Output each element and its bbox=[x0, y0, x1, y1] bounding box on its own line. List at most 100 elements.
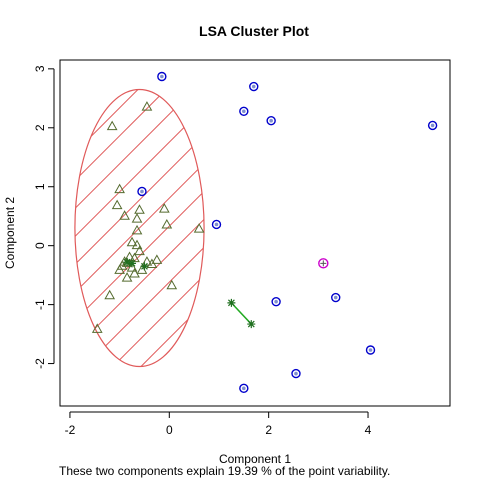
cluster1-point bbox=[141, 256, 153, 266]
cluster1-point bbox=[141, 101, 153, 111]
cluster2-point bbox=[266, 116, 276, 126]
cluster1-point bbox=[104, 289, 116, 300]
y-tick-label: 1 bbox=[33, 183, 47, 190]
cluster1-point bbox=[161, 219, 173, 229]
cluster2-point bbox=[365, 345, 376, 355]
cluster2-point-center bbox=[368, 348, 373, 352]
cluster2-point-center bbox=[294, 371, 298, 376]
y-tick-label: 3 bbox=[33, 65, 47, 72]
cluster1-point bbox=[114, 264, 125, 274]
cluster1-point bbox=[121, 272, 133, 282]
cluster1-point bbox=[166, 279, 178, 290]
cluster2-point bbox=[239, 383, 249, 394]
y-axis-label: Component 2 bbox=[3, 197, 17, 269]
cluster1-star bbox=[140, 262, 149, 271]
hatch-line bbox=[74, 89, 205, 367]
cluster1-point bbox=[126, 262, 138, 272]
hatch-line bbox=[455, 0, 480, 480]
cluster1-point bbox=[119, 210, 130, 220]
cluster2-point-center bbox=[214, 222, 219, 227]
cluster1-point bbox=[114, 183, 125, 194]
hatch-line bbox=[343, 0, 480, 480]
hatch-line bbox=[147, 89, 205, 367]
cluster1-point bbox=[129, 267, 140, 278]
cluster-outline bbox=[74, 88, 205, 368]
chart-title: LSA Cluster Plot bbox=[199, 23, 309, 39]
cluster2-point-center bbox=[242, 386, 246, 391]
y-tick-label: -2 bbox=[33, 358, 47, 369]
hatch-line bbox=[74, 89, 132, 367]
hatch-line bbox=[74, 89, 205, 367]
hatch-line bbox=[74, 89, 205, 367]
y-tick-label: -1 bbox=[33, 299, 47, 310]
cluster1-point bbox=[111, 199, 123, 210]
cluster1-point bbox=[134, 245, 145, 256]
cluster2-point bbox=[249, 81, 259, 92]
cluster2-point-center bbox=[333, 295, 338, 300]
hatch-line bbox=[91, 89, 205, 367]
cluster4-star bbox=[247, 320, 256, 329]
hatch-line bbox=[287, 0, 480, 480]
y-tick-label: 0 bbox=[33, 242, 47, 249]
cluster1-point bbox=[158, 203, 170, 213]
x-tick-label: 2 bbox=[265, 423, 272, 437]
cluster1-point bbox=[91, 323, 103, 333]
hatch-line bbox=[74, 89, 205, 367]
hatch-line bbox=[74, 89, 205, 367]
cluster1-point bbox=[134, 204, 145, 214]
x-tick-label: 0 bbox=[166, 423, 173, 437]
cluster1-point bbox=[151, 254, 163, 264]
x-tick-label: 4 bbox=[365, 423, 372, 437]
cluster2-point bbox=[239, 106, 249, 116]
hatch-line bbox=[119, 89, 205, 367]
x-axis-label: Component 1 bbox=[219, 452, 291, 466]
cluster2-point-center bbox=[430, 123, 435, 128]
hatch-line bbox=[74, 89, 205, 367]
cluster2-point-center bbox=[160, 74, 164, 79]
cluster1-point bbox=[131, 213, 143, 223]
hatch-line bbox=[74, 89, 205, 367]
hatch-line bbox=[231, 0, 480, 480]
cluster1-point bbox=[193, 223, 205, 233]
cluster2-point-center bbox=[274, 299, 278, 304]
cluster1-point bbox=[131, 239, 143, 250]
hatch-line bbox=[315, 0, 480, 480]
cluster4-star bbox=[227, 298, 236, 307]
hatch-line bbox=[399, 0, 480, 480]
cluster1-point bbox=[106, 120, 118, 131]
hatch-line bbox=[74, 89, 188, 367]
cluster1-star bbox=[123, 258, 132, 267]
hatch-line bbox=[74, 89, 160, 367]
cluster2-point-center bbox=[269, 118, 273, 123]
cluster2-point bbox=[331, 292, 341, 303]
plot-frame bbox=[59, 59, 451, 407]
cluster3-point-center bbox=[320, 260, 327, 267]
cluster2-point bbox=[427, 120, 438, 131]
x-tick-label: -2 bbox=[65, 423, 76, 437]
y-tick-label: 2 bbox=[33, 124, 47, 131]
hatch-line bbox=[175, 89, 205, 367]
cluster1-point bbox=[131, 224, 143, 235]
hatch-line bbox=[259, 0, 480, 480]
cluster2-point bbox=[137, 186, 147, 197]
hatch-line bbox=[371, 0, 480, 480]
hatch-line bbox=[74, 89, 205, 367]
cluster2-point-center bbox=[140, 189, 144, 194]
hatch-line bbox=[74, 89, 205, 367]
cluster2-point-center bbox=[242, 109, 246, 114]
cluster1-point bbox=[126, 236, 138, 247]
cluster2-point-center bbox=[251, 84, 256, 89]
cluster2-point bbox=[211, 219, 222, 230]
cluster2-point bbox=[291, 368, 301, 379]
cluster2-point bbox=[271, 296, 281, 307]
hatch-line bbox=[203, 89, 205, 367]
cluster2-point bbox=[157, 71, 167, 82]
cluster3-point bbox=[318, 258, 329, 269]
